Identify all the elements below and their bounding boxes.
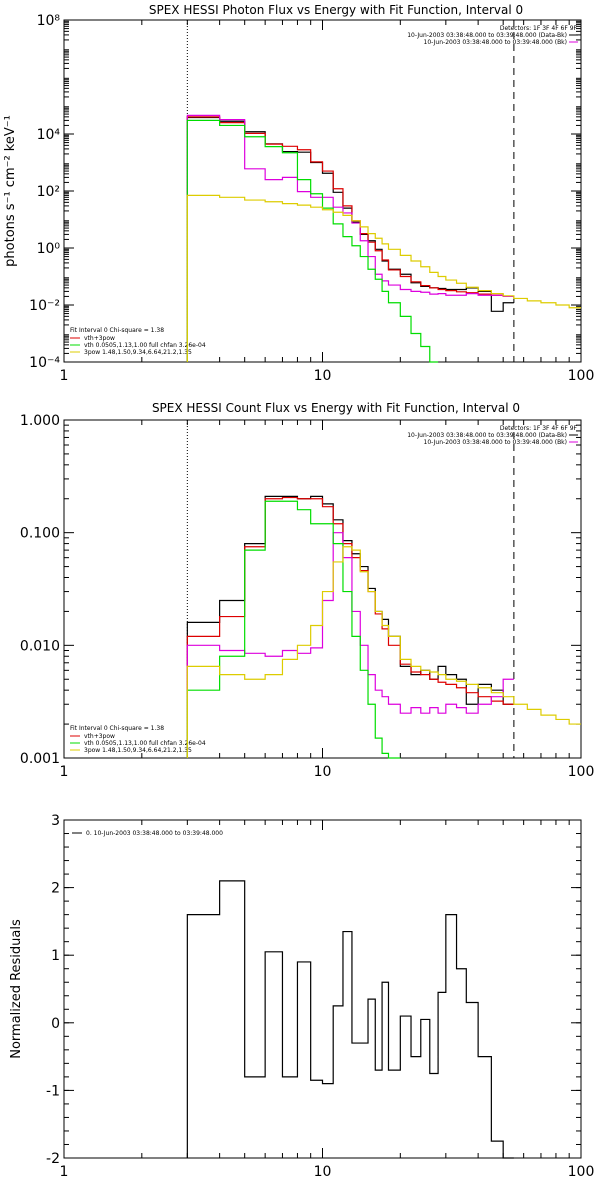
legend-header-line: 10-Jun-2003 03:38:48.000 to 03:39:48.000… bbox=[424, 439, 567, 446]
legend-header-line: Detectors: 1F 3F 4F 6F 9F bbox=[500, 25, 578, 32]
legend-fit-line: vth+3pow bbox=[84, 733, 115, 740]
y-axis-label: photons s⁻¹ cm⁻² keV⁻¹ bbox=[3, 115, 18, 267]
x-tick-label: 100 bbox=[568, 764, 595, 780]
y-tick-label: 1 bbox=[51, 948, 60, 964]
y-axis-label: Normalized Residuals bbox=[9, 919, 24, 1059]
plot-frame bbox=[63, 819, 582, 1159]
legend-fit-line: vth 0.0505,1.13,1.00 full chfan 3.26e-04 bbox=[84, 342, 206, 349]
legend-header-line: 10-Jun-2003 03:38:48.000 to 03:39:48.000… bbox=[407, 432, 567, 439]
chart-title: SPEX HESSI Photon Flux vs Energy with Fi… bbox=[149, 3, 523, 17]
plot-frame bbox=[63, 419, 582, 759]
legend-fit-line: Fit Interval 0 Chi-square = 1.38 bbox=[70, 725, 164, 732]
legend-fit: Fit Interval 0 Chi-square = 1.38 vth+3po… bbox=[70, 327, 206, 356]
series-line bbox=[186, 546, 581, 758]
count-flux-panel: SPEX HESSI Count Flux vs Energy with Fit… bbox=[20, 401, 594, 780]
series-line bbox=[186, 119, 439, 363]
series-line bbox=[186, 496, 514, 758]
x-tick-label: 100 bbox=[568, 368, 595, 384]
series-line bbox=[186, 116, 514, 362]
x-tick-label: 10 bbox=[314, 368, 332, 384]
series-line bbox=[186, 880, 514, 1159]
y-tick-label: 10⁴ bbox=[37, 127, 61, 143]
series-line bbox=[186, 500, 401, 759]
legend-header: Detectors: 1F 3F 4F 6F 9F 10-Jun-2003 03… bbox=[407, 25, 578, 46]
photon-flux-panel: SPEX HESSI Photon Flux vs Energy with Fi… bbox=[3, 3, 594, 384]
chart-title: SPEX HESSI Count Flux vs Energy with Fit… bbox=[152, 401, 520, 415]
x-tick-label: 10 bbox=[314, 764, 332, 780]
legend-fit-line: vth+3pow bbox=[84, 335, 115, 342]
residuals-panel: Normalized Residuals 0. 10-Jun-2003 03:3… bbox=[9, 813, 594, 1180]
legend-fit-line: 3pow 1.48,1.50,9.34,6.64,21.2,1.35 bbox=[84, 747, 192, 754]
y-tick-label: 10⁻² bbox=[29, 298, 60, 314]
x-tick-label: 1 bbox=[60, 368, 69, 384]
legend-label: 0. 10-Jun-2003 03:38:48.000 to 03:39:48.… bbox=[86, 830, 223, 837]
legend-header-line: Detectors: 1F 3F 4F 6F 9F bbox=[500, 425, 578, 432]
legend-fit-line: vth 0.0505,1.13,1.00 full chfan 3.26e-04 bbox=[84, 740, 206, 747]
legend-header: Detectors: 1F 3F 4F 6F 9F 10-Jun-2003 03… bbox=[407, 425, 578, 446]
legend-header-line: 10-Jun-2003 03:38:48.000 to 03:39:48.000… bbox=[407, 32, 567, 39]
y-tick-label: 0.100 bbox=[20, 526, 60, 542]
legend-header-line: 10-Jun-2003 03:38:48.000 to 03:39:48.000… bbox=[424, 39, 567, 46]
x-tick-label: 1 bbox=[60, 1164, 69, 1180]
series-line bbox=[186, 532, 514, 758]
y-tick-label: 3 bbox=[51, 813, 60, 829]
series-line bbox=[186, 116, 514, 362]
x-tick-label: 1 bbox=[60, 764, 69, 780]
x-tick-label: 10 bbox=[314, 1164, 332, 1180]
y-tick-label: 2 bbox=[51, 881, 60, 897]
series-line bbox=[186, 114, 514, 362]
legend-fit-line: 3pow 1.48,1.50,9.34,6.64,21.2,1.35 bbox=[84, 349, 192, 356]
y-tick-label: 0 bbox=[51, 1016, 60, 1032]
series-line bbox=[186, 194, 581, 362]
y-tick-label: -1 bbox=[46, 1083, 60, 1099]
y-tick-label: 1.000 bbox=[20, 413, 60, 429]
legend-fit-line: Fit Interval 0 Chi-square = 1.38 bbox=[70, 327, 164, 334]
legend-fit: Fit Interval 0 Chi-square = 1.38 vth+3po… bbox=[70, 725, 206, 754]
x-tick-label: 100 bbox=[568, 1164, 595, 1180]
y-tick-label: 10⁻⁴ bbox=[29, 355, 60, 371]
y-tick-label: 10⁸ bbox=[37, 13, 61, 29]
y-tick-label: -2 bbox=[46, 1151, 60, 1167]
y-tick-label: 0.001 bbox=[20, 751, 60, 767]
y-tick-label: 10² bbox=[37, 184, 60, 200]
series-line bbox=[186, 495, 514, 758]
y-tick-label: 0.010 bbox=[20, 638, 60, 654]
y-tick-label: 10⁰ bbox=[37, 241, 61, 257]
